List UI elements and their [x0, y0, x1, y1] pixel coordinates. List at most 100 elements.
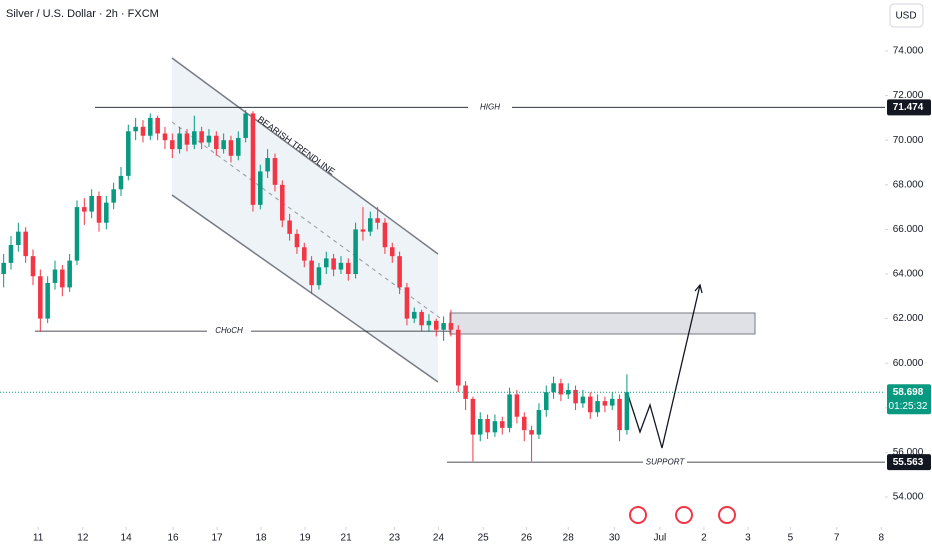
y-tick-label: 62.000	[893, 313, 924, 324]
x-tick-label: 7	[834, 533, 840, 544]
candle-body	[23, 231, 28, 257]
candle-body	[338, 262, 344, 270]
x-tick-label: 17	[211, 533, 223, 544]
event-icons	[629, 506, 736, 524]
event-icon[interactable]	[675, 506, 693, 524]
level-label: HIGH	[480, 102, 500, 111]
candle-body	[551, 383, 556, 393]
candle-body	[60, 269, 65, 288]
candle-body	[272, 158, 278, 185]
candle-body	[104, 202, 109, 223]
level-label: CHoCH	[215, 326, 243, 335]
candle-body	[565, 389, 571, 395]
event-icon[interactable]	[718, 506, 736, 524]
candle-body	[558, 383, 564, 395]
candle-body	[89, 195, 94, 212]
candle-body	[346, 262, 351, 274]
candle-body	[397, 256, 402, 288]
price-tag	[887, 454, 931, 471]
price-tag-label: 55.563	[893, 457, 924, 468]
candle-body	[294, 233, 300, 248]
candle-body	[543, 392, 549, 411]
candle-body	[499, 421, 505, 428]
candle-body	[536, 410, 542, 435]
candle-body	[82, 207, 87, 212]
candle-body	[331, 258, 336, 270]
y-tick-label: 66.000	[893, 224, 924, 235]
y-tick-label: 54.000	[893, 492, 924, 503]
y-tick-label: 60.000	[893, 358, 924, 369]
channel-lower	[171, 194, 439, 383]
x-tick-label: 3	[745, 533, 751, 544]
level-label-bg	[643, 456, 687, 469]
candle-body	[250, 113, 256, 205]
candle-body	[624, 392, 630, 431]
supply-zone	[449, 312, 756, 335]
y-tick-label: 72.000	[893, 90, 924, 101]
candle-body	[573, 389, 578, 404]
candle-body	[477, 418, 483, 435]
price-tag-label: 71.474	[893, 102, 924, 113]
candle-body	[433, 320, 439, 330]
x-tick-label: 18	[255, 533, 267, 544]
projection-path	[627, 284, 701, 449]
x-tick-label: 25	[478, 533, 490, 544]
candle-body	[30, 256, 36, 277]
last-price-label: 58.698	[893, 387, 924, 398]
candle-body	[258, 171, 263, 205]
level-label-bg	[207, 325, 251, 338]
x-tick-label: 26	[521, 533, 533, 544]
x-tick-label: 8	[879, 533, 885, 544]
y-tick-label: 70.000	[893, 135, 924, 146]
candle-body	[155, 117, 160, 134]
event-icon[interactable]	[629, 506, 647, 524]
currency-box[interactable]	[889, 3, 924, 28]
candle-body	[609, 398, 615, 406]
candle-body	[8, 245, 14, 263]
candle-body	[507, 394, 512, 428]
candle-body	[602, 401, 608, 406]
candle-body	[243, 113, 248, 138]
level-label: SUPPORT	[646, 457, 686, 466]
candle-body	[382, 222, 388, 248]
x-tick-label: 2	[701, 533, 707, 544]
candle-body	[441, 323, 446, 330]
candle-body	[199, 131, 204, 143]
candle-body	[16, 231, 21, 246]
candle-body	[170, 140, 175, 150]
x-tick-label: 23	[389, 533, 401, 544]
candle-body	[96, 195, 102, 223]
candle-body	[148, 117, 153, 136]
chart-title: Silver / U.S. Dollar · 2h · FXCM	[6, 8, 159, 20]
candle-body	[302, 247, 307, 261]
last-price-tag	[887, 384, 931, 415]
candle-body	[492, 421, 498, 433]
x-tick-label: 21	[341, 533, 353, 544]
candle-body	[133, 126, 138, 132]
price-tag	[887, 99, 931, 116]
candle-body	[206, 135, 212, 143]
candle-body	[177, 133, 182, 150]
candle-body	[617, 398, 622, 431]
candle-body	[514, 394, 520, 417]
y-tick-label: 74.000	[893, 46, 924, 57]
candle-body	[521, 416, 527, 431]
candle-body	[38, 276, 43, 319]
candle-body	[236, 137, 241, 156]
x-tick-label: 19	[299, 533, 311, 544]
x-tick-label: 24	[433, 533, 445, 544]
y-tick-label: 64.000	[893, 269, 924, 280]
x-tick-label: 28	[563, 533, 575, 544]
projection-arrow	[694, 283, 703, 294]
candle-body	[74, 207, 80, 261]
candle-body	[353, 229, 358, 274]
candle-body	[280, 184, 285, 221]
countdown-label: 01:25:32	[889, 401, 928, 412]
x-tick-label: 14	[121, 533, 133, 544]
x-tick-label: Jul	[654, 533, 667, 544]
candle-body	[587, 396, 593, 413]
x-tick-label: 12	[77, 533, 89, 544]
x-tick-label: 16	[167, 533, 179, 544]
candle-body	[580, 396, 586, 404]
candle-body	[184, 133, 190, 145]
